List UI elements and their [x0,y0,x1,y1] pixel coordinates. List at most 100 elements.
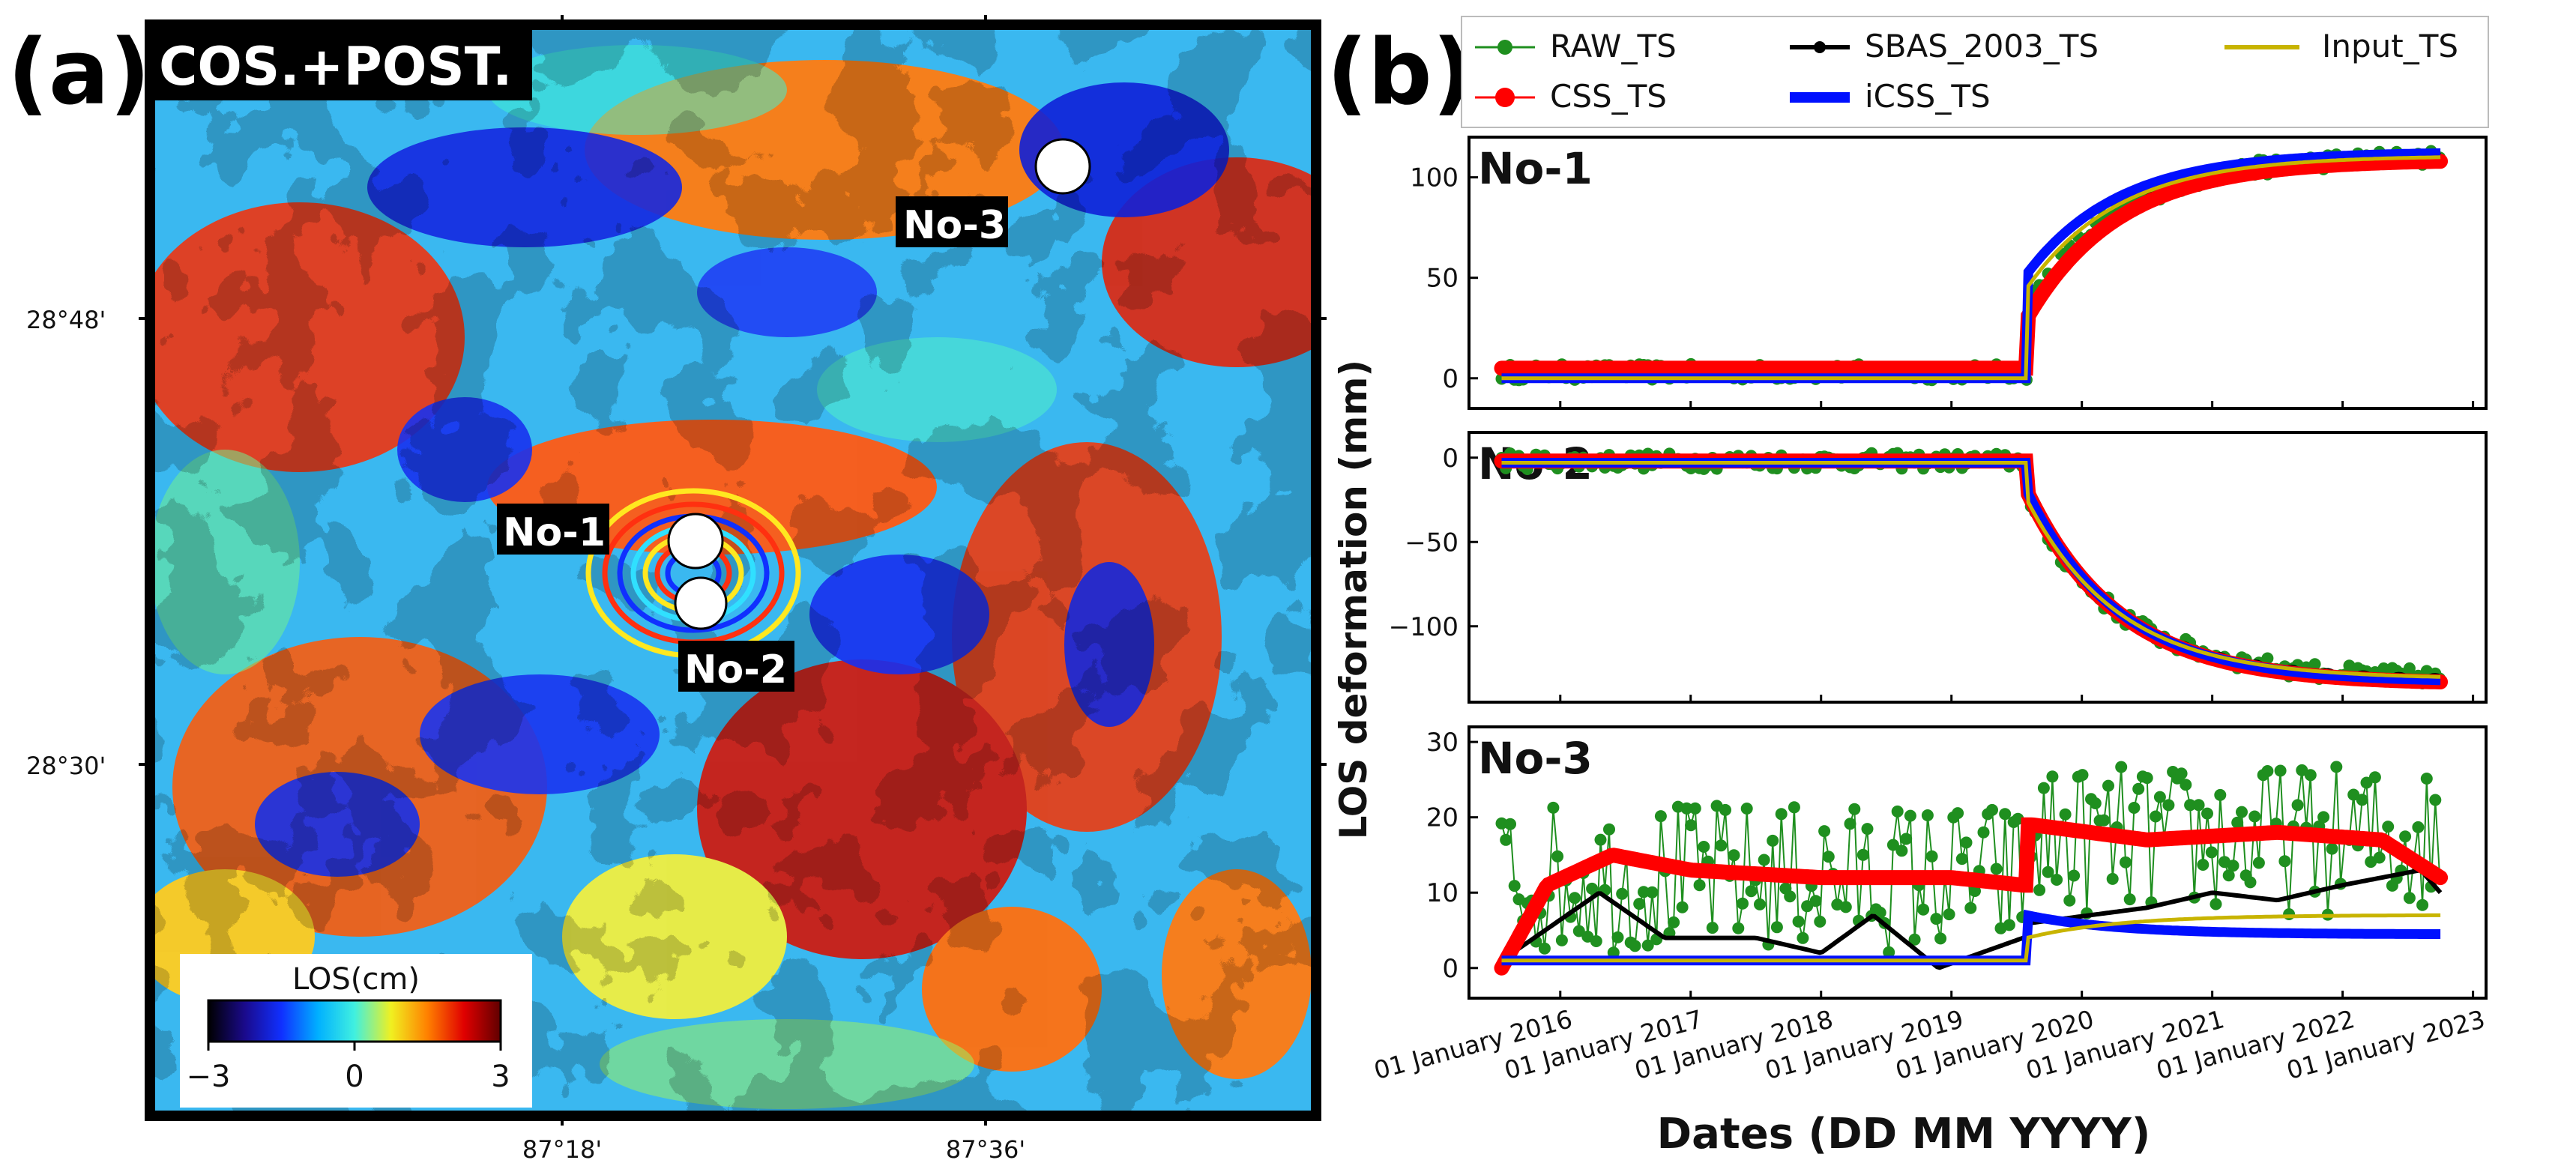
subplot-no-2: No-20−50−100 [1389,431,2488,704]
raw-ts-point [2412,821,2425,833]
raw-ts-point [2252,857,2265,869]
raw-ts-point [2123,893,2136,906]
raw-ts-point [1603,823,1615,836]
raw-ts-point [1990,863,2003,875]
raw-ts-point [2261,652,2274,665]
y-tick-label: 0 [1442,954,1459,984]
raw-ts-point [2214,788,2227,801]
raw-ts-point [2132,782,2145,795]
raw-ts-point [2042,866,2054,878]
raw-ts-point [2360,776,2373,789]
raw-ts-point [2150,810,2162,823]
map-title-box [150,27,532,100]
raw-ts-point [2184,799,2197,812]
raw-ts-point [1728,849,1740,862]
y-tick-label: 50 [1426,264,1459,294]
raw-ts-point [1943,908,1955,921]
legend-label: iCSS_TS [1865,78,1991,115]
subplot-title: No-1 [1478,143,1593,194]
raw-ts-point [2403,892,2416,904]
raw-ts-point [1900,833,1913,845]
raw-ts-point [2222,869,2235,882]
raw-ts-point [1646,886,1659,898]
raw-ts-point [2106,872,2119,885]
raw-ts-point [2063,894,2076,907]
raw-ts-point [1629,940,1641,952]
y-tick-label: 0 [1442,444,1459,474]
raw-ts-point [1594,833,1607,846]
legend-entry-raw: RAW_TS [1475,28,1677,64]
raw-ts-point [2051,874,2063,886]
colorbar-gradient-strip [207,999,502,1043]
raw-ts-point [1616,887,1629,900]
raw-ts-point [2416,898,2429,911]
raw-ts-point [1969,885,1981,897]
point-no-3-label-box [896,196,1008,247]
panel-a-label: (a) [7,21,151,125]
point-no-1-label: No-1 [503,510,606,555]
raw-ts-point [1814,915,1827,928]
subplot-frame [1468,431,2488,704]
raw-ts-point [2304,769,2317,782]
raw-ts-point [1547,801,1560,814]
raw-ts-point [1848,803,1861,815]
raw-ts-point [2227,860,2239,872]
raw-ts-point [2403,662,2416,674]
raw-ts-point [2153,791,2166,803]
raw-ts-point [1861,823,1874,836]
raw-ts-point [1930,913,1943,925]
raw-ts-point [2175,767,2188,780]
raw-ts-point [1770,921,1783,934]
raw-ts-point [1908,933,1921,946]
raw-ts-point [1586,882,1599,895]
raw-ts-point [2128,802,2141,814]
legend-label: RAW_TS [1550,28,1677,64]
raw-ts-point [2115,761,2128,773]
legend-label: CSS_TS [1550,78,1667,115]
raw-ts-point [1775,808,1788,821]
point-no-1-label-box [497,504,609,555]
raw-ts-point [1504,818,1516,830]
raw-ts-point [2399,830,2412,843]
y-axis-label: LOS deformation (mm) [1332,360,1375,840]
colorbar-tick-label: −3 [187,1060,231,1094]
raw-ts-point [1715,839,1728,852]
raw-ts-point [1611,931,1624,943]
raw-ts-point [1685,819,1698,832]
raw-ts-point [1698,841,1710,853]
legend-label: Input_TS [2322,28,2458,64]
raw-ts-point [1925,850,1938,863]
raw-ts-point [1934,932,1947,945]
raw-ts-point [2197,859,2209,871]
point-no-1-marker [667,513,724,570]
colorbar-tick-label: 3 [491,1060,510,1094]
lon-tick-label: 87°18' [522,1135,602,1164]
raw-ts-point [1822,851,1835,863]
raw-ts-point [1886,839,1899,851]
raw-ts-point [1641,939,1654,952]
interferogram-image [152,27,1314,1114]
raw-ts-point [2089,797,2102,809]
raw-ts-point [2261,765,2274,777]
raw-ts-point [1964,901,1977,914]
raw-ts-point [1788,801,1800,814]
raw-ts-point [1551,850,1564,863]
raw-ts-point [1839,901,1852,913]
raw-ts-point [1508,880,1521,892]
y-tick-label: −100 [1389,612,1459,642]
raw-ts-point [2180,779,2192,791]
raw-ts-point [1883,946,1895,958]
raw-ts-point [1767,834,1779,847]
input-ts-line [1501,155,2441,381]
y-tick-label: 0 [1442,364,1459,394]
y-tick-label: −50 [1405,528,1459,558]
raw-ts-point [2120,856,2132,869]
raw-ts-point [1917,903,1930,916]
raw-ts-point [2201,807,2213,820]
legend-entry-css: CSS_TS [1475,78,1667,115]
raw-ts-point [2356,794,2368,806]
raw-ts-point [1856,848,1869,861]
interferogram-map-panel: (a) [7,15,1327,1164]
raw-ts-point [1784,890,1797,903]
